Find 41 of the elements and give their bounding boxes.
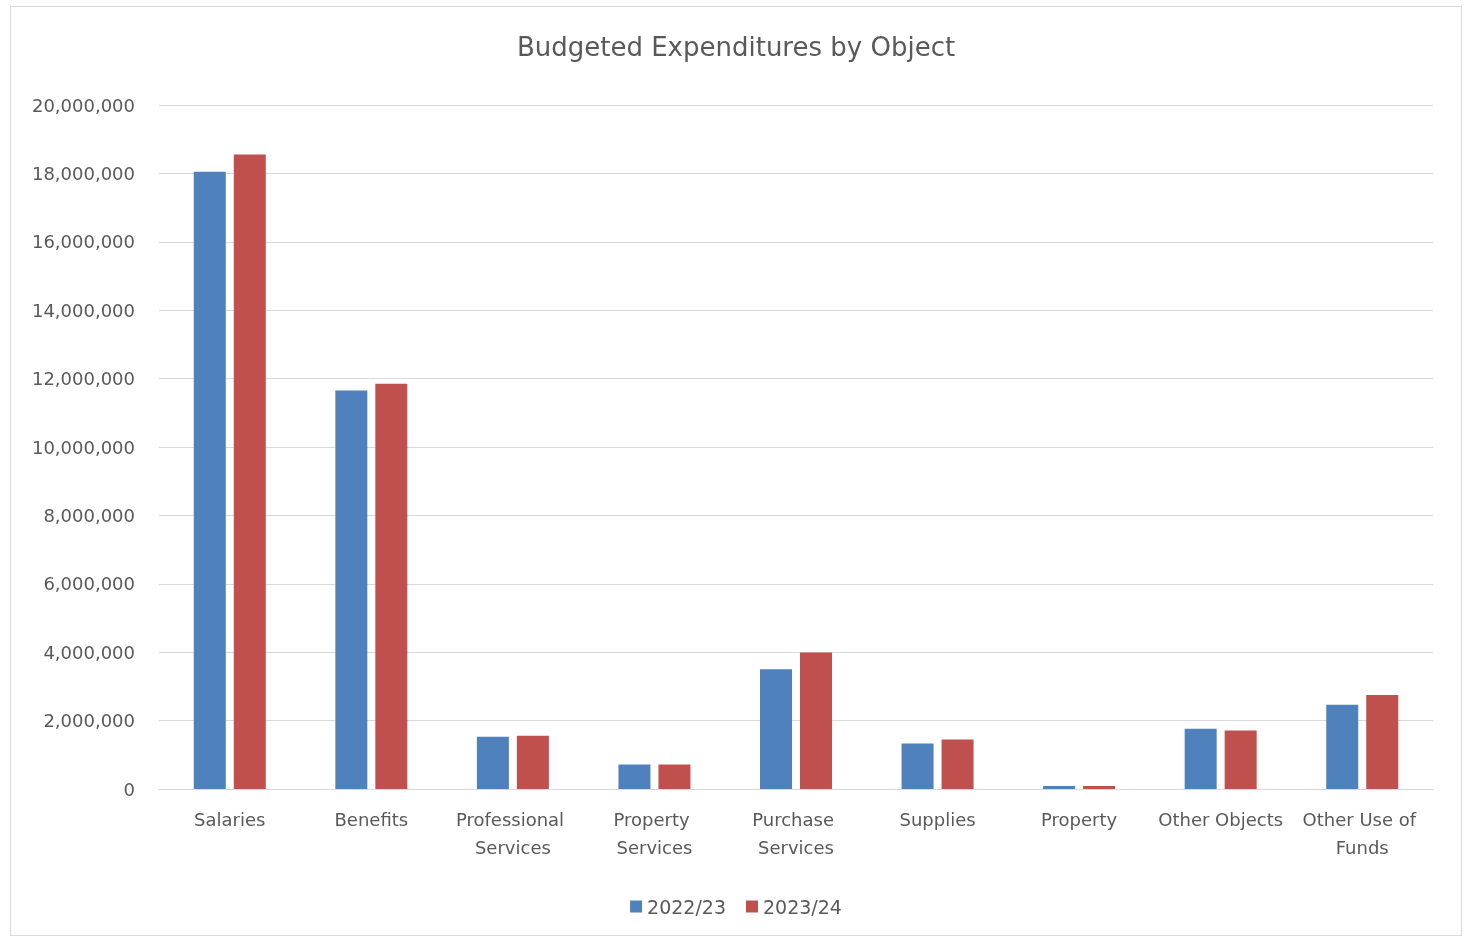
x-tick-label: Supplies <box>899 808 976 830</box>
x-tick-label: Purchase Services <box>752 808 840 858</box>
y-tick-label: 2,000,000 <box>43 710 135 732</box>
bar <box>1326 704 1359 789</box>
bar <box>760 669 792 789</box>
y-tick-label: 8,000,000 <box>43 504 135 526</box>
bar <box>1043 785 1076 789</box>
y-tick-label: 6,000,000 <box>43 573 135 595</box>
legend-label: 2023/24 <box>763 895 842 918</box>
bar <box>1366 694 1399 789</box>
y-tick-label: 12,000,000 <box>31 368 135 390</box>
bar <box>1184 728 1217 789</box>
x-tick-label: Property Services <box>613 808 696 858</box>
x-tick-label: Other Use of Funds <box>1302 808 1422 858</box>
bar <box>193 171 226 789</box>
bar <box>476 736 509 789</box>
y-tick-label: 18,000,000 <box>31 162 135 184</box>
y-tick-label: 10,000,000 <box>31 436 135 458</box>
bar <box>901 743 934 789</box>
y-tick-label: 0 <box>123 778 135 800</box>
y-tick-label: 16,000,000 <box>31 231 135 253</box>
bar <box>1224 730 1257 789</box>
y-tick-label: 14,000,000 <box>31 299 135 321</box>
x-tick-label: Salaries <box>194 808 266 830</box>
y-tick-label: 4,000,000 <box>43 641 135 663</box>
x-tick-label: Property <box>1041 808 1118 830</box>
x-tick-label: Benefits <box>334 808 409 830</box>
bar <box>800 652 832 789</box>
bar <box>516 735 549 789</box>
bar <box>1083 785 1116 789</box>
bar <box>233 154 266 789</box>
bar <box>941 739 974 789</box>
bar <box>618 764 651 789</box>
legend-label: 2022/23 <box>647 895 727 918</box>
bar <box>335 390 368 789</box>
y-tick-label: 20,000,000 <box>31 94 135 116</box>
bar <box>658 764 691 789</box>
x-tick-label: Professional Services <box>455 808 570 858</box>
bar <box>375 383 408 789</box>
chart-title: Budgeted Expenditures by Object <box>516 32 956 62</box>
x-tick-label: Other Objects <box>1158 808 1284 830</box>
